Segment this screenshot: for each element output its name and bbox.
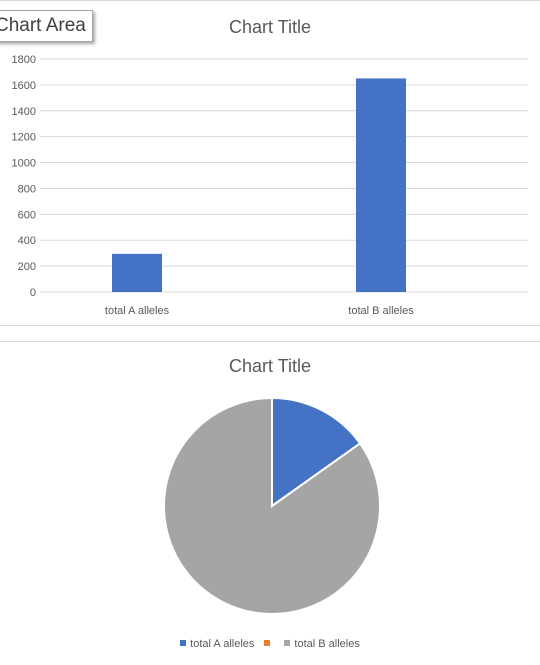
y-tick-label: 200	[18, 261, 36, 273]
legend-swatch	[180, 640, 187, 646]
legend-label: total A alleles	[190, 638, 255, 650]
legend-item[interactable]: total B alleles	[284, 638, 360, 650]
y-tick-label: 800	[18, 183, 36, 195]
y-tick-label: 1000	[12, 158, 36, 170]
bar	[112, 253, 162, 292]
bar	[356, 78, 406, 293]
legend-swatch	[264, 640, 271, 646]
pie-chart-area[interactable]: Chart Title total A alleles total B allel…	[0, 341, 540, 665]
legend-item[interactable]	[264, 638, 274, 650]
y-tick-label: 1600	[12, 80, 36, 92]
x-tick-label: total B alleles	[348, 305, 414, 317]
y-tick-label: 1800	[12, 54, 36, 66]
pie-chart-plot	[163, 396, 381, 615]
legend-label: total B alleles	[294, 638, 360, 650]
pie-chart-title[interactable]: Chart Title	[228, 356, 312, 376]
y-tick-label: 600	[18, 209, 36, 221]
y-tick-label: 1200	[12, 132, 36, 144]
bar-chart-plot: 0 200 400 600 800 1000 1200 1400 1600 1800 total A…	[12, 54, 528, 317]
chart-area-tooltip: Chart Area	[0, 10, 93, 42]
bar-chart-area[interactable]: Chart Title 0 200 400 600 800 1000 1200 1400 160…	[0, 0, 540, 326]
legend-swatch	[284, 640, 291, 646]
bar-chart-title[interactable]: Chart Title	[228, 17, 312, 37]
y-tick-label: 0	[30, 287, 36, 299]
y-tick-label: 1400	[12, 106, 36, 118]
pie-slice	[163, 396, 381, 615]
legend-item[interactable]: total A alleles	[180, 638, 254, 650]
y-tick-label: 400	[18, 235, 36, 247]
x-tick-label: total A alleles	[105, 305, 170, 317]
pie-slice	[271, 396, 362, 508]
pie-legend[interactable]: total A alleles total B alleles	[0, 638, 540, 650]
chart-separator	[0, 326, 540, 341]
